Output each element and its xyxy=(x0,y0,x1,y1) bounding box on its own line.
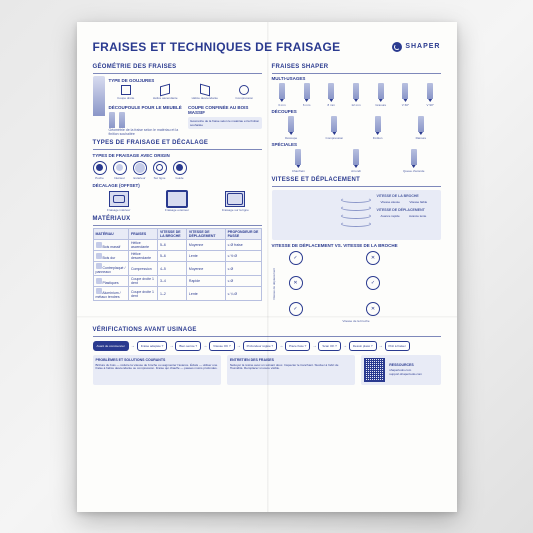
arrow-icon: → xyxy=(312,343,316,348)
footer-resources: RESSOURCES shapertools.com support.shape… xyxy=(361,355,440,385)
table-row: Aluminium / métaux tendresCoupe droite 1… xyxy=(93,287,261,301)
check-icon xyxy=(366,276,380,290)
material-icon xyxy=(96,288,102,294)
cross-icon xyxy=(366,302,380,316)
section-checks-title: VÉRIFICATIONS AVANT USINAGE xyxy=(93,327,441,333)
offset-on-icon xyxy=(225,191,245,207)
checks-flow: Avant de commencer→Fraise adaptée ?→Bien… xyxy=(93,341,441,351)
flow-node: Scan OK ? xyxy=(318,341,341,351)
speed-sub3: VITESSE DE DÉPLACEMENT VS. VITESSE DE LA… xyxy=(272,243,441,248)
geo-sub1: TYPE DE GOUJURES xyxy=(109,78,262,83)
helix-icon xyxy=(121,85,131,95)
axis-x: Vitesse de la broche xyxy=(272,319,441,323)
section-speed-title: VITESSE ET DÉPLACEMENT xyxy=(272,177,441,183)
bits-row2-h: DÉCOUPES xyxy=(272,109,441,114)
bit-icon xyxy=(279,83,285,99)
guide-icon xyxy=(173,161,187,175)
pocket-icon xyxy=(93,161,107,175)
bit-icon xyxy=(353,149,359,165)
main-title: FRAISES ET TECHNIQUES DE FRAISAGE xyxy=(93,40,341,54)
helix-up-icon xyxy=(160,84,170,97)
header: FRAISES ET TECHNIQUES DE FRAISAGE SHAPER xyxy=(93,40,441,54)
bit-icon xyxy=(375,116,381,132)
bit-icon xyxy=(402,83,408,99)
flow-node: Pièce fixée ? xyxy=(285,341,310,351)
cut-types-row: Poche Intérieur Extérieur Sur ligne Guid… xyxy=(93,161,262,180)
offset-in-icon xyxy=(109,191,129,207)
bit-icon xyxy=(295,149,301,165)
geo-sub3: COUPE CONFINÉE AU BOIS MASSIF xyxy=(188,105,262,115)
right-column: FRAISES SHAPER MULTI-USAGES 3 mm6 mm8 mm… xyxy=(272,60,441,324)
arrow-icon: → xyxy=(203,343,207,348)
table-row: Bois durHélice descendante5–6Lente≤ ½ Ø xyxy=(93,251,261,262)
arrow-icon: → xyxy=(131,343,135,348)
material-icon xyxy=(96,253,102,259)
flow-node: Vitesse OK ? xyxy=(209,341,234,351)
speed-matrix: Vitesse de déplacement xyxy=(272,251,441,317)
flow-node: Bien serrée ? xyxy=(175,341,201,351)
bit-icon xyxy=(353,83,359,99)
arrow-icon: → xyxy=(279,343,283,348)
flow-node: Prêt à fraiser xyxy=(385,341,410,351)
arrow-icon: → xyxy=(379,343,383,348)
table-row: PlastiquesCoupe droite 1 dent3–4Rapide≤ … xyxy=(93,276,261,287)
helix-down-icon xyxy=(200,84,210,97)
footer-problems: PROBLÈMES ET SOLUTIONS COURANTS Brûlure … xyxy=(93,355,221,385)
poster: FRAISES ET TECHNIQUES DE FRAISAGE SHAPER… xyxy=(77,22,457,512)
bit-icon xyxy=(378,83,384,99)
offset-out-icon xyxy=(167,191,187,207)
types-sub1: TYPES DE FRAISAGE AVEC ORIGIN xyxy=(93,153,262,158)
inside-icon xyxy=(113,161,127,175)
spiral-diagram: VITESSE DE LA BROCHE Vitesse élevée Vite… xyxy=(272,190,441,240)
flow-node: Avant de commencer xyxy=(93,341,129,351)
flow-node: Fraise adaptée ? xyxy=(137,341,168,351)
geo-sub2: DÉCOUPOULE POUR LE MEUBLÉ xyxy=(109,105,183,110)
section-types-title: TYPES DE FRAISAGE ET DÉCALAGE xyxy=(93,140,262,146)
bit-icon xyxy=(418,116,424,132)
geo-info: Géométrie de la fraise selon le matériau… xyxy=(188,117,262,129)
geo-note: Géométrie de la fraise selon le matériau… xyxy=(109,128,183,136)
types-sub2: DÉCALAGE (OFFSET) xyxy=(93,183,262,188)
materials-table: MATÉRIAUFRAISESVITESSE DE LA BROCHEVITES… xyxy=(93,228,262,301)
bit-icon xyxy=(328,83,334,99)
arrow-icon: → xyxy=(237,343,241,348)
bit-icon xyxy=(109,112,115,128)
bits-row3-h: SPÉCIALES xyxy=(272,142,441,147)
brand-logo-icon xyxy=(392,42,402,52)
arrow-icon: → xyxy=(343,343,347,348)
left-column: GÉOMÉTRIE DES FRAISES TYPE DE GOUJURES C… xyxy=(93,60,262,324)
material-icon xyxy=(96,242,102,248)
arrow-icon: → xyxy=(169,343,173,348)
bit-icon xyxy=(288,116,294,132)
check-icon xyxy=(289,302,303,316)
brand: SHAPER xyxy=(392,42,440,52)
bit-icon xyxy=(304,83,310,99)
brand-name: SHAPER xyxy=(405,43,440,50)
cross-icon xyxy=(289,276,303,290)
cross-icon xyxy=(366,251,380,265)
bit-icon xyxy=(427,83,433,99)
check-icon xyxy=(289,251,303,265)
bits-row1-h: MULTI-USAGES xyxy=(272,76,441,81)
bit-icon xyxy=(411,149,417,165)
section-geometry-title: GÉOMÉTRIE DES FRAISES xyxy=(93,64,262,70)
footer-maintenance: ENTRETIEN DES FRAISES Nettoyer la résine… xyxy=(227,355,355,385)
footer: PROBLÈMES ET SOLUTIONS COURANTS Brûlure … xyxy=(93,355,441,385)
qr-code-icon xyxy=(364,358,385,382)
table-row: Contreplaqué / panneauxCompression4–5Moy… xyxy=(93,262,261,276)
helix-comp-icon xyxy=(239,85,249,95)
section-bits-title: FRAISES SHAPER xyxy=(272,64,441,70)
material-icon xyxy=(96,263,102,269)
flow-node: Dessin placé ? xyxy=(349,341,377,351)
online-icon xyxy=(153,161,167,175)
material-icon xyxy=(96,278,102,284)
table-row: Bois massifHélice ascendante5–6Moyenne≤ … xyxy=(93,240,261,251)
bit-large-icon xyxy=(93,76,105,116)
outside-icon xyxy=(133,161,147,175)
flow-node: Profondeur réglée ? xyxy=(243,341,278,351)
bit-icon xyxy=(119,112,125,128)
section-materials-title: MATÉRIAUX xyxy=(93,216,262,222)
bit-icon xyxy=(331,116,337,132)
